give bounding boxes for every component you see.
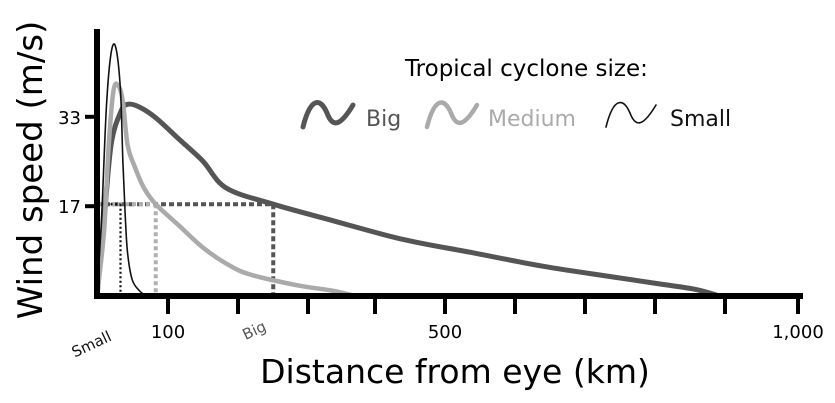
legend-label-big: Big <box>366 107 401 132</box>
series-line-medium <box>94 81 358 299</box>
axes-layer <box>94 29 803 299</box>
series-line-big <box>94 101 723 299</box>
x-tick-label: 1,000 <box>772 322 824 343</box>
legend-label-medium: Medium <box>488 107 576 132</box>
legend-label-small: Small <box>670 107 731 132</box>
series-layer <box>94 43 723 299</box>
legend: Tropical cyclone size: Big Medium Small <box>300 56 731 132</box>
ticks-layer: 100 500 1,000 17 33 <box>58 108 824 343</box>
legend-title: Tropical cyclone size: <box>404 56 648 82</box>
threshold-label-big: Big <box>240 317 269 343</box>
legend-swatch-big <box>300 100 356 130</box>
legend-swatch-medium <box>424 100 480 130</box>
legend-swatch-small <box>605 101 657 128</box>
y-tick-label: 17 <box>58 197 81 218</box>
series-line-small <box>96 43 148 297</box>
x-tick-label: 500 <box>428 322 462 343</box>
threshold-label-small: Small <box>69 327 114 361</box>
y-axis-label: Wind speed (m/s) <box>11 21 51 320</box>
x-tick-label: 100 <box>151 322 185 343</box>
x-axis-label: Distance from eye (km) <box>260 352 650 391</box>
y-tick-label: 33 <box>58 108 81 129</box>
